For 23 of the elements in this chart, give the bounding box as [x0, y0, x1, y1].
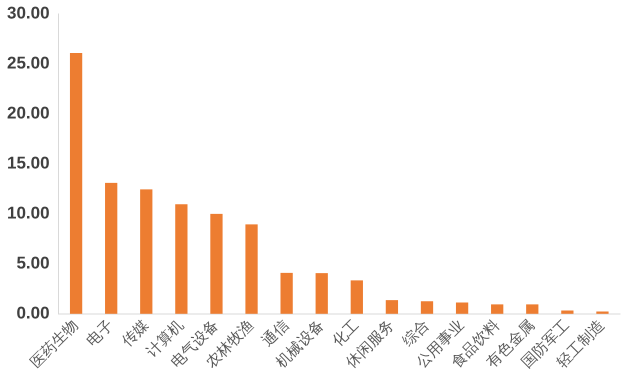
- y-tick-label: 25.00: [6, 54, 50, 73]
- bar: [561, 310, 574, 314]
- y-tick-label: 10.00: [6, 204, 50, 223]
- bar: [350, 280, 363, 314]
- bar: [70, 52, 82, 314]
- y-tick-label: 5.00: [16, 254, 50, 273]
- y-tick-label: 20.00: [6, 104, 50, 123]
- bar: [526, 304, 538, 314]
- x-tick-label: 电子: [82, 316, 117, 350]
- bar: [245, 224, 258, 314]
- y-tick-label: 0.00: [16, 304, 50, 323]
- bar: [105, 182, 118, 314]
- bar: [420, 301, 434, 314]
- y-tick-label: 30.00: [6, 4, 50, 23]
- bar: [316, 273, 328, 314]
- bar: [175, 204, 188, 314]
- bar: [456, 302, 468, 314]
- bar: [280, 272, 293, 314]
- bar: [491, 304, 504, 314]
- bar: [386, 300, 398, 314]
- bar: [210, 214, 223, 314]
- y-tick-label: 15.00: [6, 154, 50, 173]
- bar: [140, 189, 152, 314]
